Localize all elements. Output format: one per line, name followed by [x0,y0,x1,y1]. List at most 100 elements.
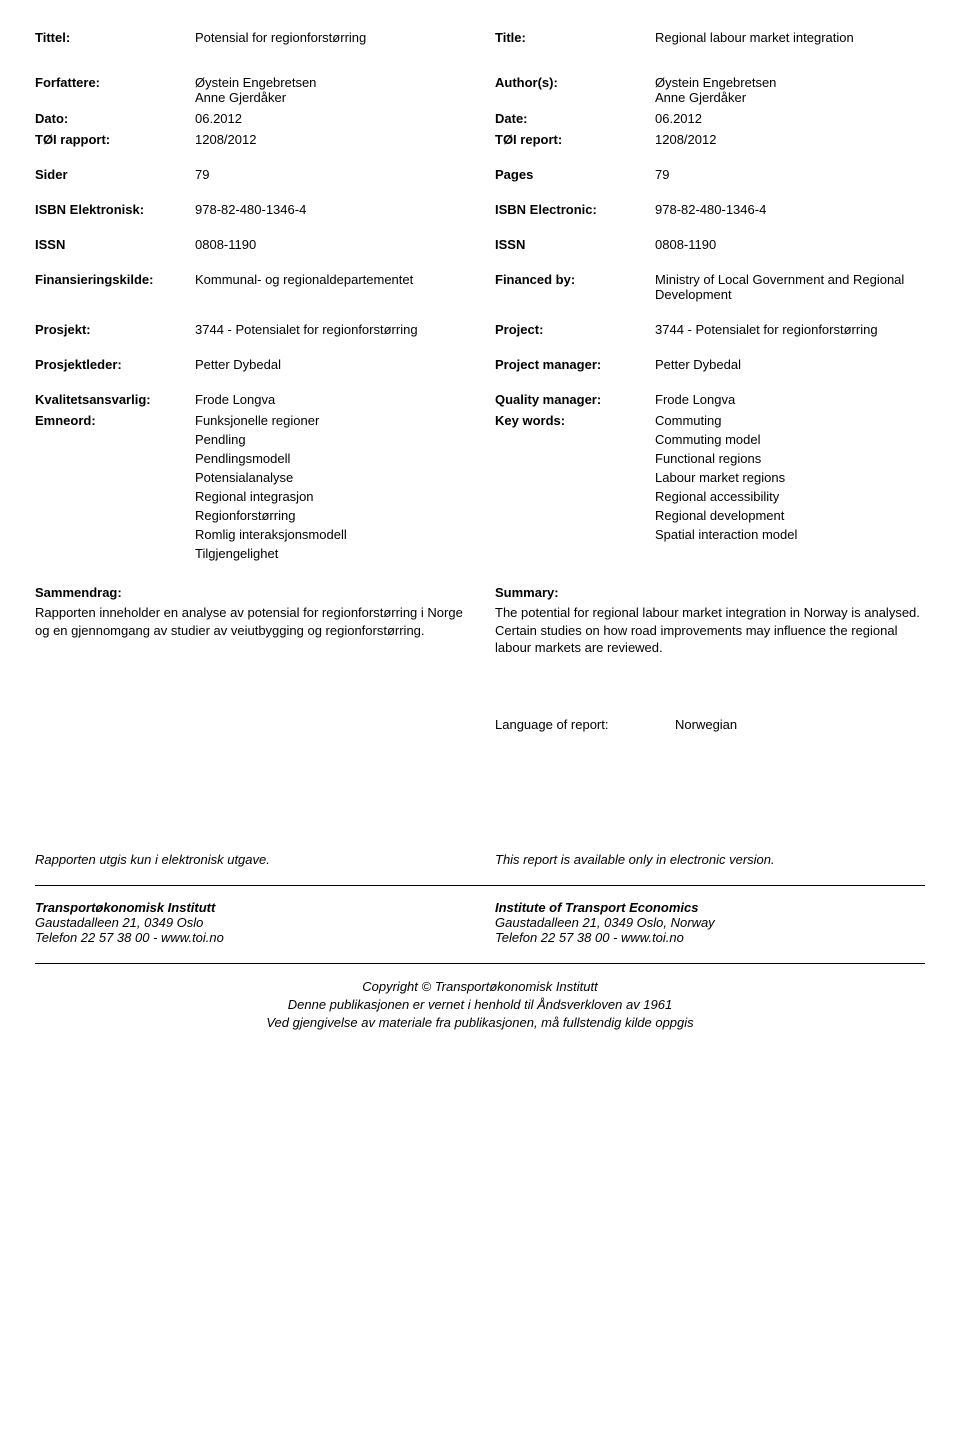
language-value: Norwegian [675,717,737,732]
kval-field: Kvalitetsansvarlig: Frode Longva [35,392,465,407]
divider [35,885,925,886]
title-value: Regional labour market integration [655,30,925,45]
keywords-row: Emneord: Funksjonelle regioner Pendling … [35,413,925,571]
forfattere-field: Forfattere: Øystein Engebretsen Anne Gje… [35,75,465,105]
copyright-line: Ved gjengivelse av materiale fra publika… [35,1014,925,1032]
sammendrag-label: Sammendrag: [35,585,465,600]
availability-en: This report is available only in electro… [480,852,925,867]
proj-en-field: Project: 3744 - Potensialet for regionfo… [495,322,925,337]
divider [35,963,925,964]
mgr-field: Project manager: Petter Dybedal [495,357,925,372]
proj-no-field: Prosjekt: 3744 - Potensialet for regionf… [35,322,465,337]
qm-field: Quality manager: Frode Longva [495,392,925,407]
rapport-label: TØI rapport: [35,132,195,147]
copyright-block: Copyright © Transportøkonomisk Institutt… [35,978,925,1033]
issn-en-field: ISSN 0808-1190 [495,237,925,252]
proj-en-value: 3744 - Potensialet for regionforstørring [655,322,925,337]
fin-no-value: Kommunal- og regionaldepartementet [195,272,465,287]
availability-no: Rapporten utgis kun i elektronisk utgave… [35,852,480,867]
availability-row: Rapporten utgis kun i elektronisk utgave… [35,852,925,867]
isbn-no-field: ISBN Elektronisk: 978-82-480-1346-4 [35,202,465,217]
dato-field: Dato: 06.2012 [35,111,465,126]
keyword-item: Regional integrasjon [195,489,465,504]
keyword-item: Funksjonelle regioner [195,413,465,428]
dato-value: 06.2012 [195,111,465,126]
author-name: Anne Gjerdåker [195,90,465,105]
keyword-item: Regional accessibility [655,489,925,504]
keyword-item: Labour market regions [655,470,925,485]
keyword-item: Regional development [655,508,925,523]
tittel-value: Potensial for regionforstørring [195,30,465,45]
institute-name-no: Transportøkonomisk Institutt [35,900,465,915]
institute-addr-no: Gaustadalleen 21, 0349 Oslo [35,915,465,930]
isbn-no-label: ISBN Elektronisk: [35,202,195,217]
summary-text: The potential for regional labour market… [495,604,925,657]
mgr-label: Project manager: [495,357,655,372]
author-name: Anne Gjerdåker [655,90,925,105]
qm-label: Quality manager: [495,392,655,407]
fin-no-field: Finansieringskilde: Kommunal- og regiona… [35,272,465,287]
summary-row: Sammendrag: Rapporten inneholder en anal… [35,585,925,657]
project-row: Prosjekt: 3744 - Potensialet for regionf… [35,322,925,343]
leder-field: Prosjektleder: Petter Dybedal [35,357,465,372]
authors-value: Øystein Engebretsen Anne Gjerdåker [655,75,925,105]
isbn-row: ISBN Elektronisk: 978-82-480-1346-4 ISBN… [35,202,925,223]
sider-value: 79 [195,167,465,182]
isbn-no-value: 978-82-480-1346-4 [195,202,465,217]
institute-addr-en: Gaustadalleen 21, 0349 Oslo, Norway [495,915,925,930]
fin-en-field: Financed by: Ministry of Local Governmen… [495,272,925,302]
emneord-field: Emneord: Funksjonelle regioner Pendling … [35,413,465,565]
report-row: TØI rapport: 1208/2012 TØI report: 1208/… [35,132,925,153]
sider-label: Sider [35,167,195,182]
keyword-item: Commuting [655,413,925,428]
date-field: Date: 06.2012 [495,111,925,126]
sammendrag-text: Rapporten inneholder en analyse av poten… [35,604,465,639]
issn-en-label: ISSN [495,237,655,252]
forfattere-value: Øystein Engebretsen Anne Gjerdåker [195,75,465,105]
isbn-en-label: ISBN Electronic: [495,202,655,217]
keyword-item: Romlig interaksjonsmodell [195,527,465,542]
kval-label: Kvalitetsansvarlig: [35,392,195,407]
keyword-item: Regionforstørring [195,508,465,523]
keyword-item: Commuting model [655,432,925,447]
report-label: TØI report: [495,132,655,147]
keyword-item: Pendlingsmodell [195,451,465,466]
proj-no-value: 3744 - Potensialet for regionforstørring [195,322,465,337]
institute-name-en: Institute of Transport Economics [495,900,925,915]
keyword-item: Potensialanalyse [195,470,465,485]
fin-no-label: Finansieringskilde: [35,272,195,287]
tittel-label: Tittel: [35,30,195,45]
summary-label: Summary: [495,585,925,600]
date-value: 06.2012 [655,111,925,126]
title-field: Title: Regional labour market integratio… [495,30,925,45]
date-label: Date: [495,111,655,126]
pages-value: 79 [655,167,925,182]
qm-value: Frode Longva [655,392,925,407]
keyword-item: Spatial interaction model [655,527,925,542]
authors-field: Author(s): Øystein Engebretsen Anne Gjer… [495,75,925,105]
language-row: Language of report: Norwegian [35,717,925,732]
issn-en-value: 0808-1190 [655,237,925,252]
rapport-field: TØI rapport: 1208/2012 [35,132,465,147]
dato-label: Dato: [35,111,195,126]
title-label: Title: [495,30,655,45]
proj-en-label: Project: [495,322,655,337]
copyright-line: Copyright © Transportøkonomisk Institutt [35,978,925,996]
emneord-label: Emneord: [35,413,195,428]
keywords-list: Commuting Commuting model Functional reg… [655,413,925,546]
isbn-en-value: 978-82-480-1346-4 [655,202,925,217]
leder-label: Prosjektleder: [35,357,195,372]
keywords-label: Key words: [495,413,655,428]
keyword-item: Functional regions [655,451,925,466]
tittel-field: Tittel: Potensial for regionforstørring [35,30,465,45]
manager-row: Prosjektleder: Petter Dybedal Project ma… [35,357,925,378]
pages-label: Pages [495,167,655,182]
issn-row: ISSN 0808-1190 ISSN 0808-1190 [35,237,925,258]
author-name: Øystein Engebretsen [655,75,925,90]
kval-value: Frode Longva [195,392,465,407]
date-row: Dato: 06.2012 Date: 06.2012 [35,111,925,132]
pages-row: Sider 79 Pages 79 [35,167,925,188]
institute-footer: Transportøkonomisk Institutt Gaustadalle… [35,900,925,945]
author-name: Øystein Engebretsen [195,75,465,90]
keyword-item: Tilgjengelighet [195,546,465,561]
